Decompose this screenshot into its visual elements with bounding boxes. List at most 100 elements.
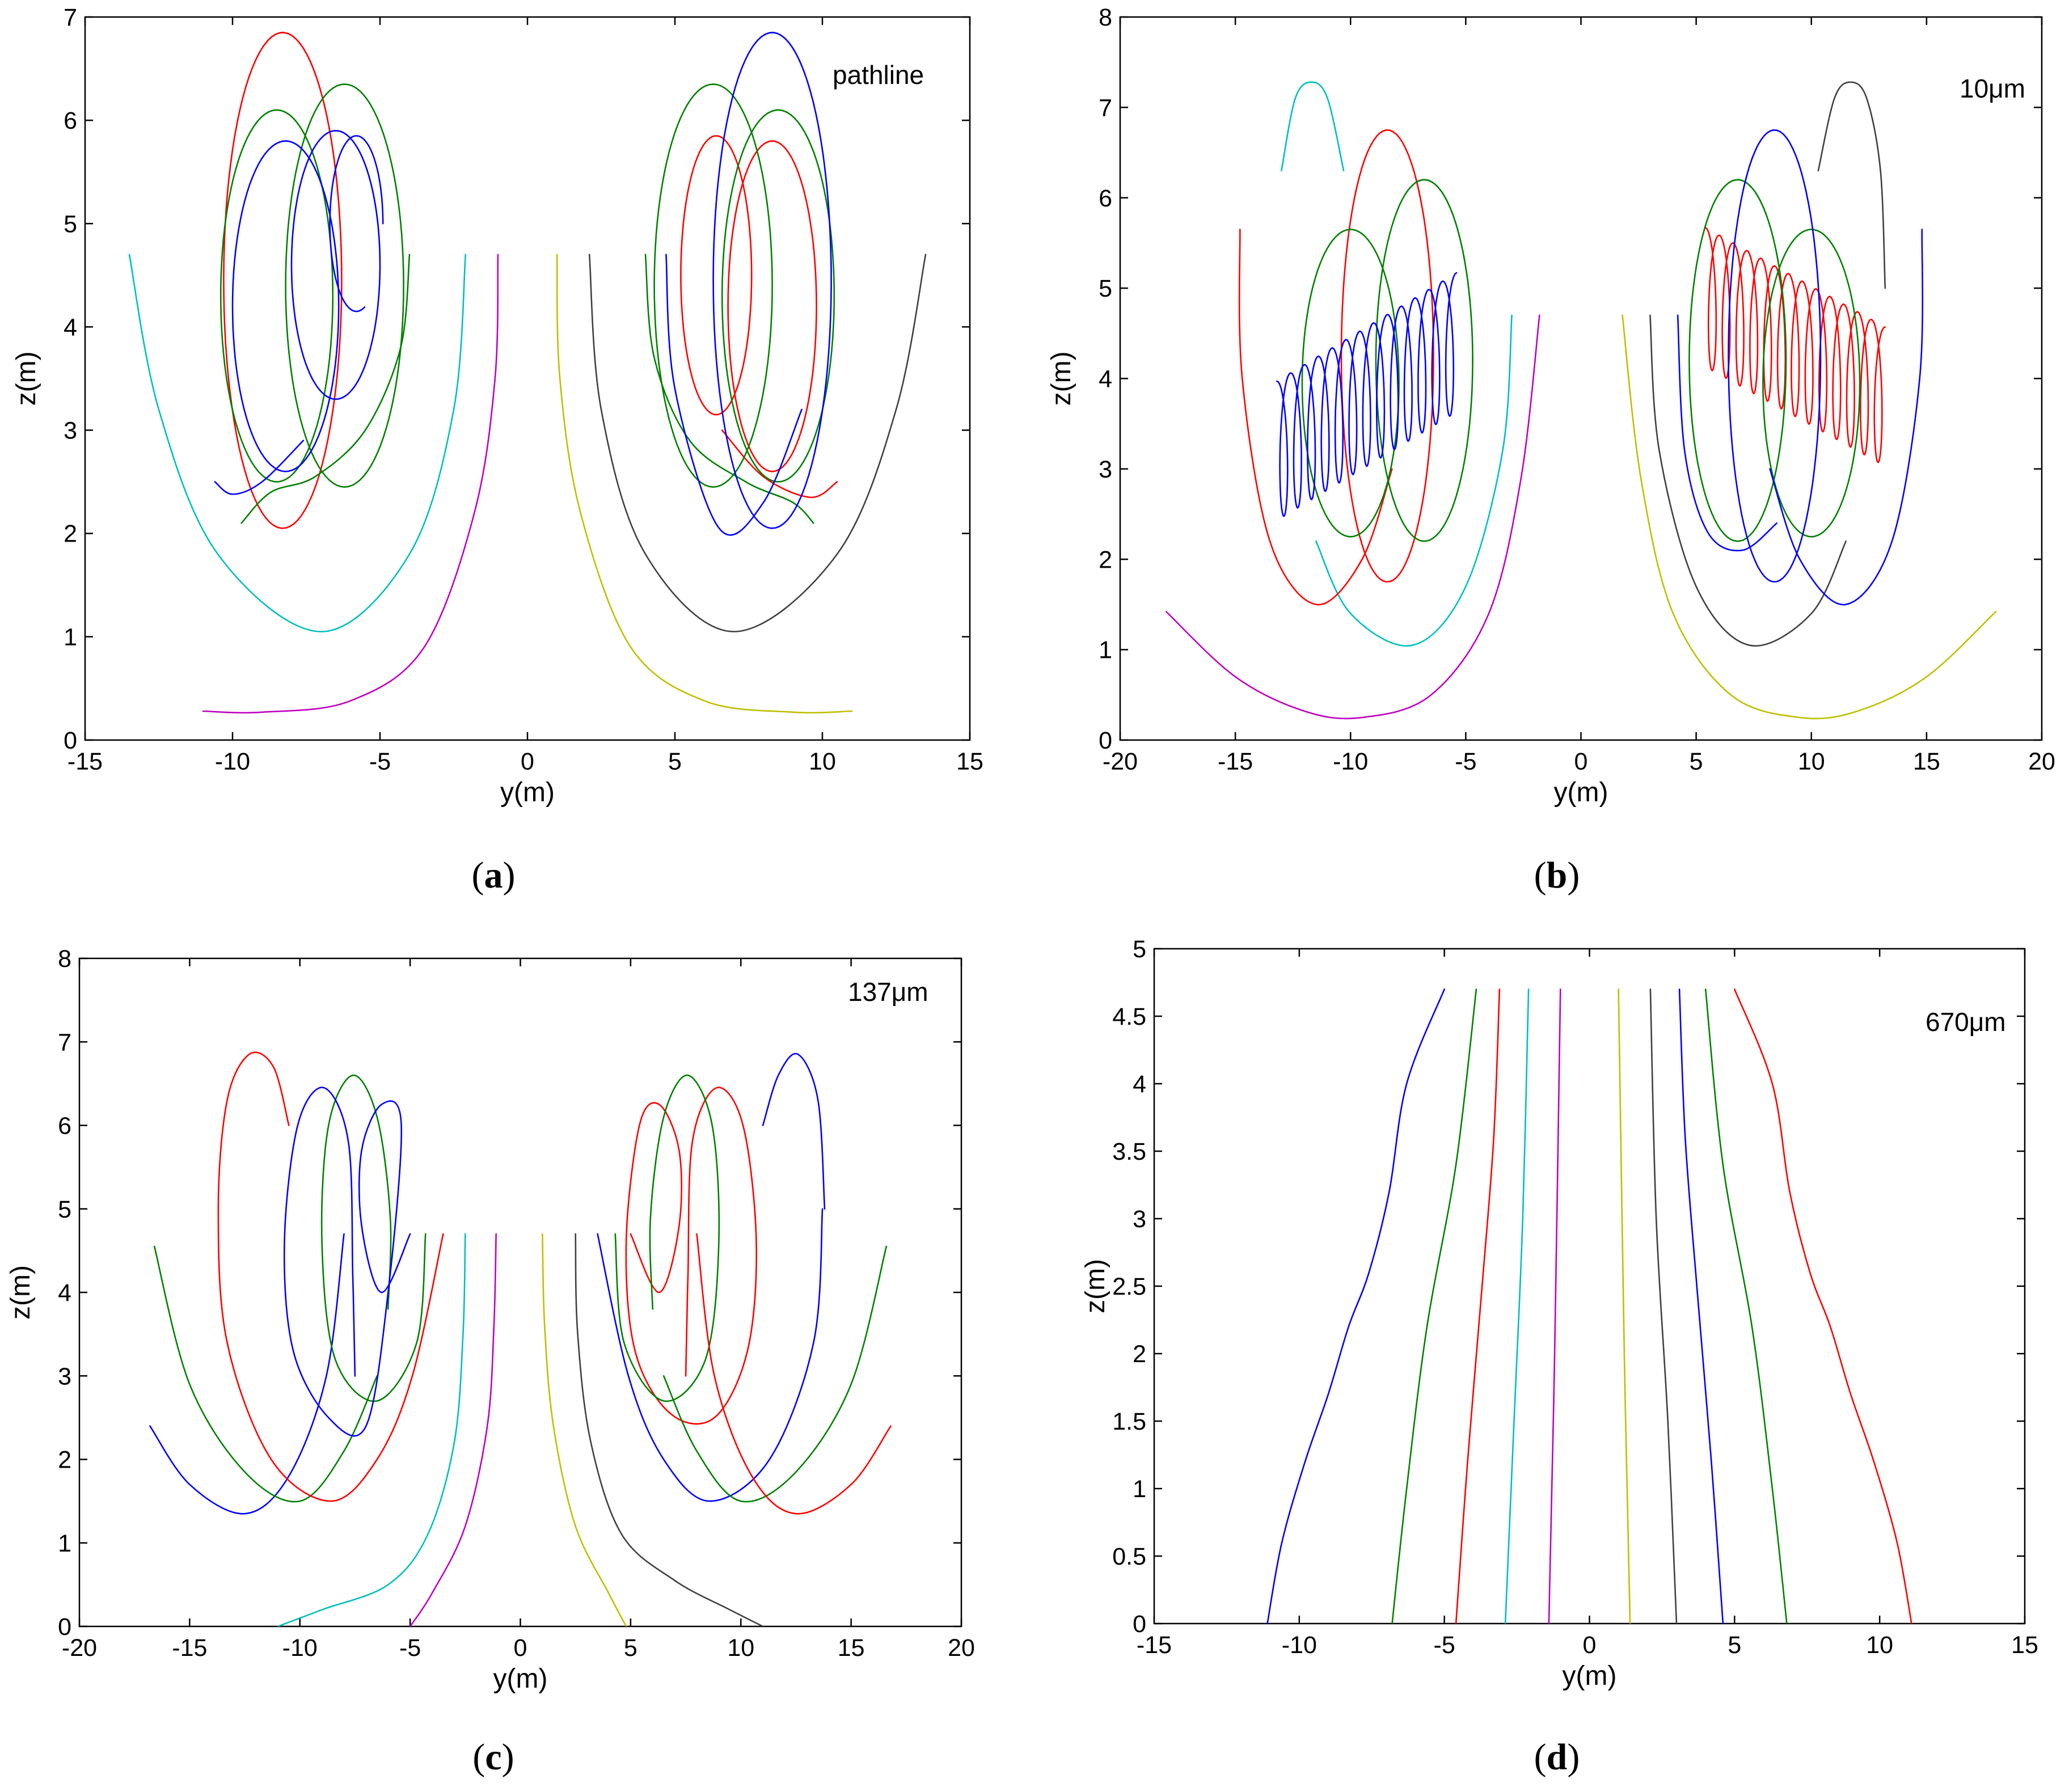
- series-line-red-left: [217, 1051, 444, 1502]
- caption-letter: b: [1547, 855, 1568, 896]
- caption-close-paren: ): [502, 1736, 514, 1778]
- x-axis-label: y(m): [500, 777, 555, 808]
- series-line-blue-left-tail: [214, 439, 305, 495]
- caption-close-paren: ): [1567, 1736, 1580, 1778]
- series-line-green-left-2: [285, 83, 404, 488]
- panel-annotation: 670μm: [1926, 1007, 2006, 1037]
- y-axis-label: z(m): [6, 1265, 36, 1320]
- x-tick-label: 5: [624, 1634, 637, 1662]
- series-line-magenta: [409, 1233, 497, 1626]
- panel-annotation: 10μm: [1960, 74, 2025, 103]
- x-tick-label: -15: [67, 748, 103, 775]
- panel-annotation: pathline: [833, 60, 924, 90]
- y-tick-label: 3: [1099, 456, 1112, 483]
- y-tick-label: 2.5: [1112, 1273, 1146, 1300]
- y-tick-label: 4: [58, 1279, 71, 1307]
- x-tick-label: -5: [399, 1634, 421, 1662]
- series-line-green-left-tail: [240, 253, 411, 524]
- x-tick-label: 15: [1913, 748, 1940, 775]
- x-tick-label: 20: [948, 1634, 975, 1662]
- panel-caption: (c): [472, 1736, 514, 1778]
- y-tick-label: 5: [58, 1196, 71, 1223]
- series-line-yellow: [1618, 988, 1631, 1624]
- y-tick-label: 5: [1133, 936, 1146, 963]
- series-group: [1266, 988, 1912, 1624]
- series-line-red-right-coil: [1704, 227, 1886, 463]
- series-line-blue-left: [1266, 988, 1445, 1624]
- series-line-green-right-tail: [662, 1245, 888, 1503]
- plot-frame: [1119, 16, 2043, 741]
- series-line-cyan: [277, 1233, 466, 1626]
- series-line-black: [575, 1233, 764, 1626]
- series-group: [149, 1051, 892, 1626]
- y-tick-label: 6: [64, 107, 77, 134]
- y-tick-label: 4: [64, 314, 77, 341]
- series-line-green-left-1: [219, 109, 334, 483]
- x-tick-label: 0: [1574, 748, 1588, 775]
- x-tick-label: -20: [1103, 748, 1138, 775]
- y-axis-label: z(m): [1046, 352, 1076, 406]
- x-tick-label: 10: [1866, 1632, 1893, 1659]
- x-tick-label: 15: [838, 1634, 865, 1662]
- series-line-cyan-top: [1281, 81, 1345, 172]
- plot-frame: [1153, 948, 2026, 1625]
- y-tick-label: 1: [1099, 637, 1112, 664]
- y-tick-label: 8: [1099, 4, 1112, 31]
- x-tick-label: -10: [1333, 748, 1368, 775]
- y-tick-label: 1: [64, 624, 77, 651]
- series-line-red-right: [680, 135, 753, 416]
- series-line-green-right-2: [1762, 229, 1861, 538]
- y-tick-label: 5: [1099, 275, 1112, 302]
- series-line-green-left-tail: [153, 1245, 378, 1503]
- series-line-yellow: [1622, 314, 1997, 720]
- series-line-blue-left-tail: [149, 1233, 345, 1515]
- x-axis-label: y(m): [1554, 777, 1608, 808]
- y-tick-label: 7: [1099, 94, 1112, 121]
- series-line-cyan: [128, 253, 467, 633]
- y-tick-label: 4.5: [1112, 1003, 1146, 1030]
- y-tick-label: 0: [1133, 1611, 1146, 1638]
- y-tick-label: 0: [58, 1613, 71, 1641]
- series-line-blue-left-1: [231, 140, 340, 472]
- caption-letter: a: [484, 855, 503, 896]
- x-tick-label: 10: [727, 1634, 754, 1662]
- y-tick-label: 1: [58, 1530, 71, 1557]
- series-line-black: [1649, 314, 1847, 647]
- chart-panel-c: -20 -15 -10 -5 0 5 10 15 20 0 1 2 3 4 5 6 7 8 y(m) z(m) 137μ…: [6, 945, 975, 1778]
- caption-close-paren: ): [1567, 855, 1580, 896]
- x-tick-label: -20: [62, 1634, 97, 1662]
- series-line-red-right-loop: [625, 1087, 757, 1425]
- plot-frame: [84, 16, 971, 741]
- caption-open-paren: (: [472, 855, 484, 896]
- x-tick-label: -5: [369, 748, 391, 775]
- y-tick-label: 5: [64, 210, 77, 238]
- series-line-green-left-2: [1375, 179, 1473, 542]
- panel-caption: (b): [1534, 855, 1580, 896]
- caption-close-paren: ): [503, 855, 516, 896]
- series-line-blue-left-loop: [283, 1087, 411, 1437]
- y-tick-label: 2: [64, 521, 77, 548]
- series-line-blue-left-coil: [1276, 272, 1458, 517]
- y-tick-label: 1: [1133, 1476, 1146, 1503]
- panel-caption: (a): [472, 855, 516, 896]
- x-tick-label: 10: [809, 748, 836, 775]
- y-tick-label: 0: [64, 727, 77, 754]
- caption-open-paren: (: [1534, 855, 1547, 896]
- x-tick-label: -15: [172, 1634, 207, 1662]
- series-line-magenta: [202, 253, 499, 714]
- series-line-red-right-2: [727, 140, 817, 472]
- series-line-red-right: [1734, 988, 1912, 1624]
- series-line-cyan: [1504, 988, 1530, 1624]
- caption-open-paren: (: [1534, 1736, 1547, 1778]
- series-line-blue-left-3: [329, 135, 384, 312]
- y-tick-label: 2: [1099, 546, 1112, 573]
- chart-panel-d: -15 -10 -5 0 5 10 15 0 0.5 1 1.5 2 2.5 3 3.5 4 4.5 5 y(m) z…: [1080, 936, 2038, 1778]
- x-tick-label: -5: [1455, 748, 1476, 775]
- chart-panel-a: -15 -10 -5 0 5 10 15 0 1 2 3 4 5 6 7 y(m) z(m) pathline (a…: [11, 4, 983, 896]
- series-line-blue-right: [712, 32, 832, 529]
- series-line-red-right-tail: [721, 429, 838, 498]
- x-tick-label: 15: [2011, 1632, 2038, 1659]
- y-tick-label: 4: [1099, 366, 1112, 393]
- series-group: [1166, 81, 1997, 720]
